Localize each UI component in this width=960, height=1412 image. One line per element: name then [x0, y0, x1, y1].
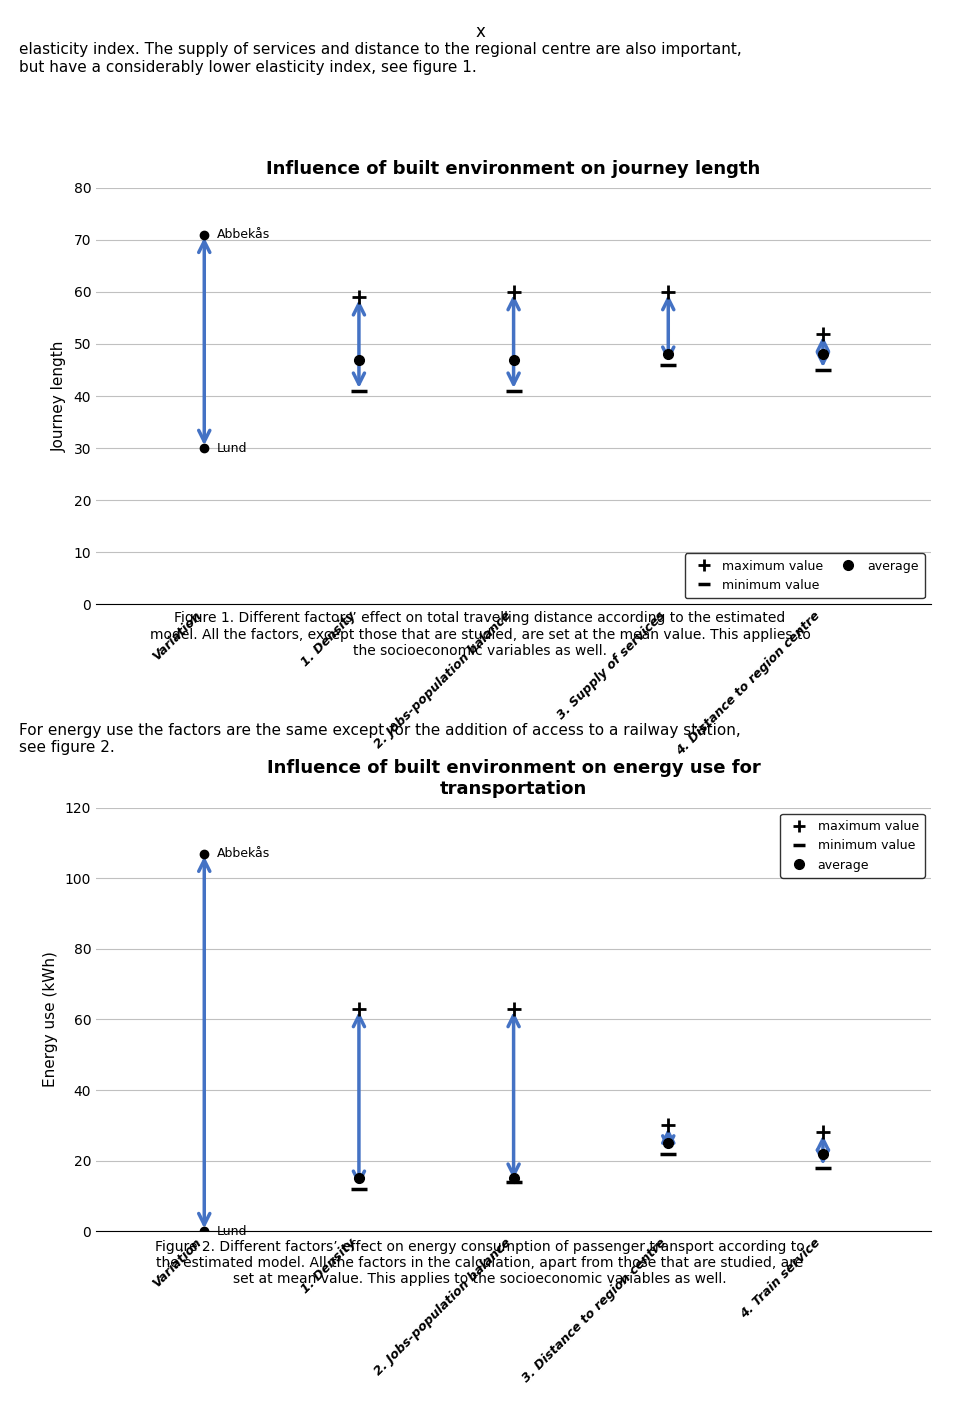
Legend: maximum value, minimum value, average: maximum value, minimum value, average	[780, 813, 924, 878]
Text: Abbekås: Abbekås	[217, 847, 270, 860]
Title: Influence of built environment on journey length: Influence of built environment on journe…	[267, 160, 760, 178]
Text: Figure 2. Different factors’ effect on energy consumption of passenger transport: Figure 2. Different factors’ effect on e…	[156, 1240, 804, 1286]
Text: x: x	[475, 23, 485, 41]
Title: Influence of built environment on energy use for
transportation: Influence of built environment on energy…	[267, 760, 760, 798]
Text: Lund: Lund	[217, 442, 247, 455]
Text: Lund: Lund	[217, 1224, 247, 1238]
Text: Figure 1. Different factors’ effect on total travelling distance according to th: Figure 1. Different factors’ effect on t…	[150, 611, 810, 658]
Legend: maximum value, minimum value, average: maximum value, minimum value, average	[684, 554, 924, 599]
Y-axis label: Journey length: Journey length	[52, 340, 66, 452]
Text: Abbekås: Abbekås	[217, 229, 270, 241]
Text: For energy use the factors are the same except for the addition of access to a r: For energy use the factors are the same …	[19, 723, 741, 755]
Text: elasticity index. The supply of services and distance to the regional centre are: elasticity index. The supply of services…	[19, 42, 742, 75]
Y-axis label: Energy use (kWh): Energy use (kWh)	[43, 952, 58, 1087]
